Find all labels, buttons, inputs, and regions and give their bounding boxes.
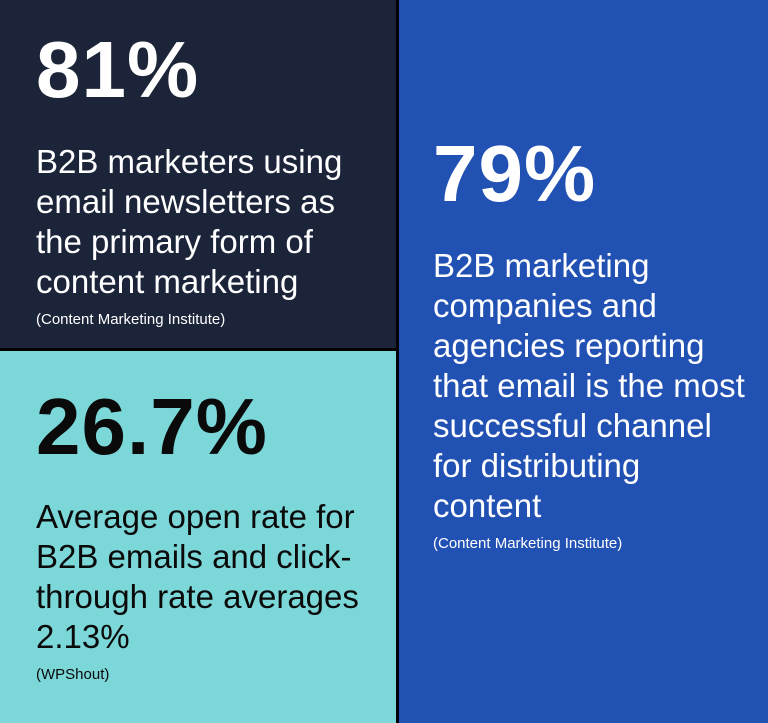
stat-card-open-rate: 26.7% Average open rate for B2B emails a…: [0, 351, 396, 723]
stat-description: B2B marketers using email newsletters as…: [36, 143, 343, 300]
stat-card-newsletter-usage: 81% B2B marketers using email newsletter…: [0, 0, 396, 348]
stat-value: 81%: [36, 25, 200, 114]
stat-value: 26.7%: [36, 382, 268, 471]
stat-source: (Content Marketing Institute): [36, 311, 226, 328]
stat-value: 79%: [433, 129, 597, 218]
stat-description: B2B marketing companies and agencies rep…: [433, 247, 745, 524]
stat-source: (Content Marketing Institute): [433, 535, 623, 552]
stat-description: Average open rate for B2B emails and cli…: [36, 498, 359, 655]
stat-source: (WPShout): [36, 666, 110, 683]
stat-card-most-successful-channel: 79% B2B marketing companies and agencies…: [399, 0, 768, 723]
